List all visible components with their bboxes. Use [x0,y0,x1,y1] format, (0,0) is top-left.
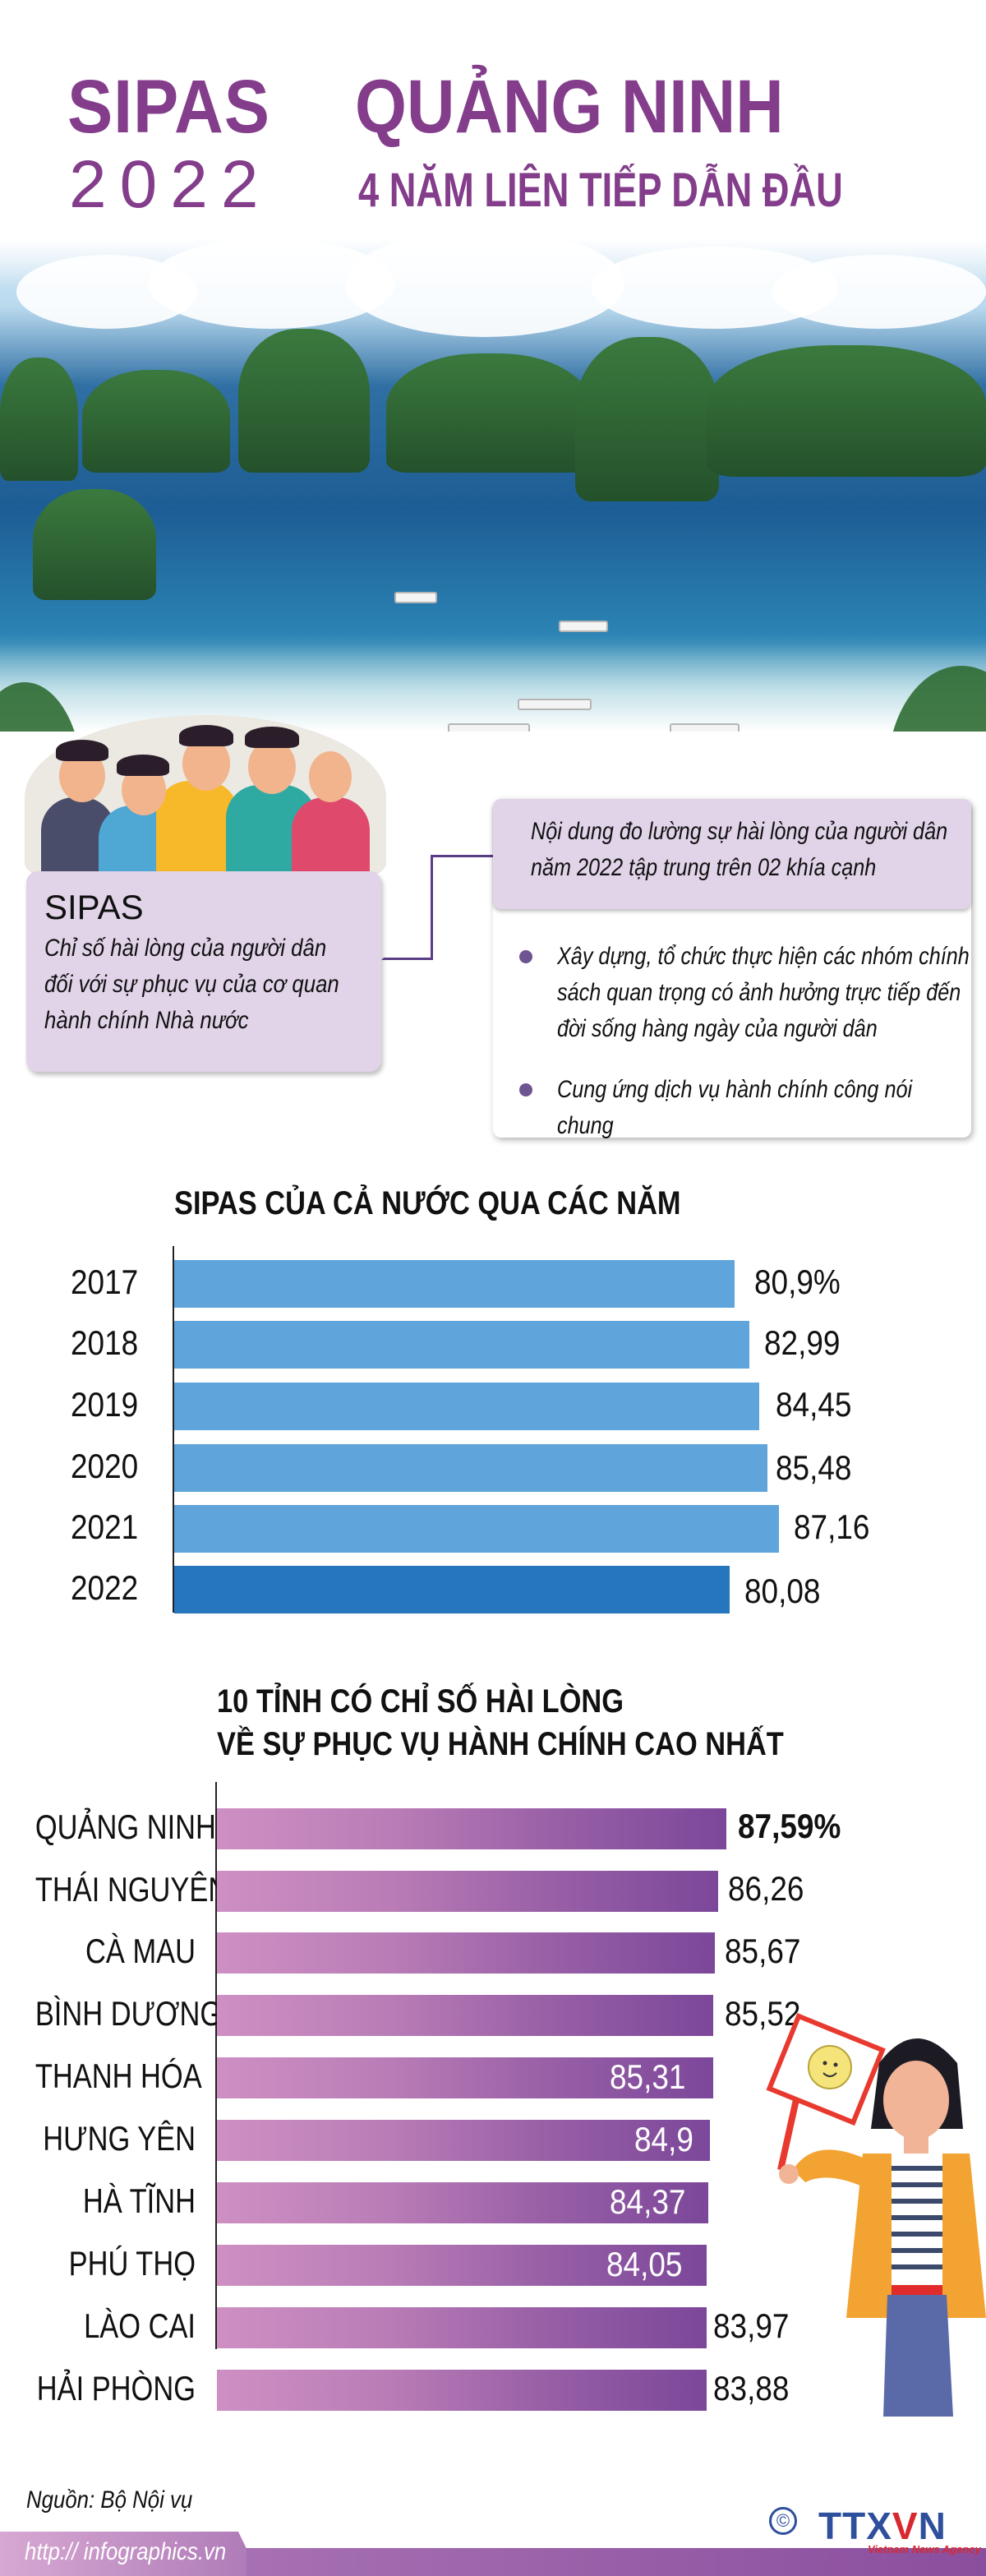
chart1-value: 84,45 [776,1385,852,1424]
chart1-bar [174,1505,779,1553]
logo-text-ttx: TTX [818,2504,892,2547]
footer-url-background [0,2532,246,2576]
chart2-value: 84,05 [606,2245,683,2283]
chart2-category: PHÚ THỌ [68,2244,196,2283]
woman-holding-smiley-sign-illustration [766,2012,986,2417]
chart2-value: 84,37 [610,2182,686,2221]
footer-url-link[interactable]: http:// infographics.vn [25,2538,227,2565]
chart2-bar [217,2057,713,2098]
chart1-bar [174,1321,749,1369]
sipas-definition-box: SIPAS Chỉ số hài lòng của người dân đối … [26,871,381,1072]
connector-line [381,855,432,960]
bullet-item: Xây dựng, tổ chức thực hiện các nhóm chí… [519,939,979,1047]
logo-subtitle: Vietnam News Agency [868,2543,981,2555]
bullet-dot-icon [519,950,532,963]
chart2-category: LÀO CAI [84,2306,196,2345]
chart1-bar-highlight [174,1566,730,1613]
content-box-heading: Nội dung đo lường sự hài lòng của người … [493,799,971,909]
chart2-bar [217,1871,718,1912]
chart2-category: HƯNG YÊN [43,2119,196,2158]
chart2-value: 85,67 [725,1932,801,1970]
chart1-value: 80,9% [754,1263,841,1301]
bullet-item: Cung ứng dịch vụ hành chính công nói chu… [519,1072,979,1144]
chart2-title-line2: VỀ SỰ PHỤC VỤ HÀNH CHÍNH CAO NHẤT [217,1726,784,1762]
chart2-title-line1: 10 TỈNH CÓ CHỈ SỐ HÀI LÒNG [217,1683,624,1720]
header-year: 2022 [69,147,272,222]
chart1-bar [174,1260,735,1308]
definition-text: Chỉ số hài lòng của người dân đối với sự… [44,935,339,1034]
people-illustration [25,715,386,879]
chart2-bar [217,2307,707,2348]
chart2-bar [217,2245,707,2286]
chart1-category: 2021 [71,1507,139,1546]
chart2-value: 87,59% [738,1807,841,1845]
chart1-category: 2022 [71,1568,139,1607]
chart1-category: 2020 [71,1447,139,1485]
measurement-content-box: Nội dung đo lường sự hài lòng của người … [493,799,971,1139]
chart1-bar [174,1383,759,1430]
definition-title: SIPAS [44,888,144,926]
chart2-axis [215,1782,217,2349]
bullet-text: Cung ứng dịch vụ hành chính công nói chu… [557,1076,913,1139]
chart1-value: 87,16 [794,1507,870,1546]
chart1-category: 2019 [71,1385,139,1424]
connector-line [431,855,495,960]
chart1-axis [173,1246,174,1613]
header-subtitle: 4 NĂM LIÊN TIẾP DẪN ĐẦU [358,164,843,217]
header-province: QUẢNG NINH [355,65,784,149]
chart2-value: 85,52 [725,1994,801,2033]
chart1-title: SIPAS CỦA CẢ NƯỚC QUA CÁC NĂM [174,1185,681,1221]
chart2-bar [217,1995,713,2036]
bullet-text: Xây dựng, tổ chức thực hiện các nhóm chí… [557,943,970,1042]
chart2-bar [217,2370,707,2411]
chart2-bar [217,1808,726,1849]
chart2-category: CÀ MAU [85,1932,196,1970]
chart2-value: 84,9 [634,2120,693,2158]
chart2-category: BÌNH DƯƠNG [35,1994,223,2033]
chart2-bar [217,2120,710,2161]
logo-text-n: N [918,2504,947,2547]
logo-text-v: V [892,2504,919,2547]
source-note: Nguồn: Bộ Nội vụ [26,2486,193,2514]
chart2-category: HẢI PHÒNG [36,2369,196,2407]
content-heading-text: Nội dung đo lường sự hài lòng của người … [531,818,948,881]
chart1-bar [174,1444,767,1492]
chart2-value: 85,31 [610,2057,686,2096]
chart2-category: HÀ TĨNH [82,2181,196,2220]
ha-long-bay-photo [0,238,986,732]
copyright-icon: © [769,2507,797,2535]
chart1-value: 85,48 [776,1448,852,1487]
chart2-bar [217,1932,715,1974]
chart2-bar [217,2182,708,2223]
header-sipas: SIPAS [67,65,270,149]
chart1-value: 82,99 [764,1323,841,1362]
chart2-category: THÁI NGUYÊN [35,1870,229,1909]
chart2-category: QUẢNG NINH [35,1807,216,1846]
chart1-category: 2017 [71,1263,139,1301]
chart1-value: 80,08 [744,1572,821,1610]
chart2-value: 83,97 [713,2306,790,2345]
chart2-value: 83,88 [713,2369,790,2407]
bullet-dot-icon [519,1083,532,1096]
chart2-category: THANH HÓA [35,2057,202,2095]
ttxvn-logo: TTXVN [818,2504,947,2548]
chart2-value: 86,26 [728,1869,804,1908]
chart1-category: 2018 [71,1323,139,1362]
